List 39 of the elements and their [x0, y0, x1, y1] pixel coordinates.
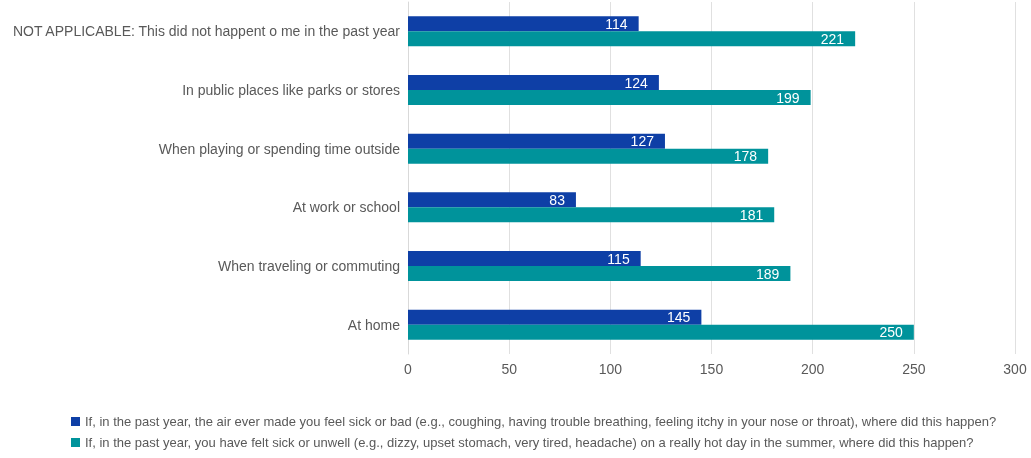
data-label: 189: [756, 265, 780, 282]
x-tick-label: 150: [699, 361, 724, 377]
x-tick-label: 100: [598, 361, 623, 377]
data-label: 250: [879, 324, 904, 341]
data-label: 199: [776, 89, 800, 106]
bar: [408, 31, 856, 47]
bar: [408, 207, 775, 223]
data-label: 124: [624, 74, 649, 91]
bar: [408, 309, 702, 325]
data-label: 83: [549, 191, 566, 208]
data-label: 178: [733, 148, 758, 165]
x-tick-label: 300: [1003, 361, 1027, 377]
data-label: 181: [739, 206, 764, 223]
bar: [408, 148, 769, 164]
legend-label: If, in the past year, you have felt sick or unwell (e.g., dizzy, upset stomach, very tired, headache) on a really hot day in the summer, where did this happen?: [85, 435, 974, 450]
x-tick-label: 200: [800, 361, 825, 377]
x-tick-label: 250: [902, 361, 926, 377]
bar: [408, 324, 914, 340]
y-tick-label: At home: [347, 316, 401, 333]
bar: [408, 192, 576, 208]
y-tick-label: NOT APPLICABLE: This did not happent o me in the past year: [12, 23, 401, 40]
x-tick-label: 0: [404, 361, 413, 377]
bar: [408, 266, 791, 281]
data-label: 114: [605, 15, 628, 32]
bar: [408, 75, 659, 90]
y-tick-label: When playing or spending time outside: [158, 140, 401, 157]
y-tick-label: When traveling or commuting: [217, 258, 400, 274]
bar: [408, 16, 639, 32]
bar: [408, 133, 665, 149]
data-label: 145: [667, 309, 691, 326]
bar: [408, 251, 641, 266]
legend-label: If, in the past year, the air ever made you feel sick or bad (e.g., coughing, having trouble breathing, feeling itchy in your nose or throat), where did this happen?: [85, 414, 997, 429]
data-label: 221: [820, 30, 845, 47]
bar: [408, 90, 811, 105]
y-tick-label: At work or school: [292, 199, 400, 216]
y-tick-label: In public places like parks or stores: [182, 82, 400, 98]
data-label: 127: [630, 133, 655, 150]
data-label: 115: [607, 250, 630, 267]
x-tick-label: 50: [501, 361, 518, 377]
